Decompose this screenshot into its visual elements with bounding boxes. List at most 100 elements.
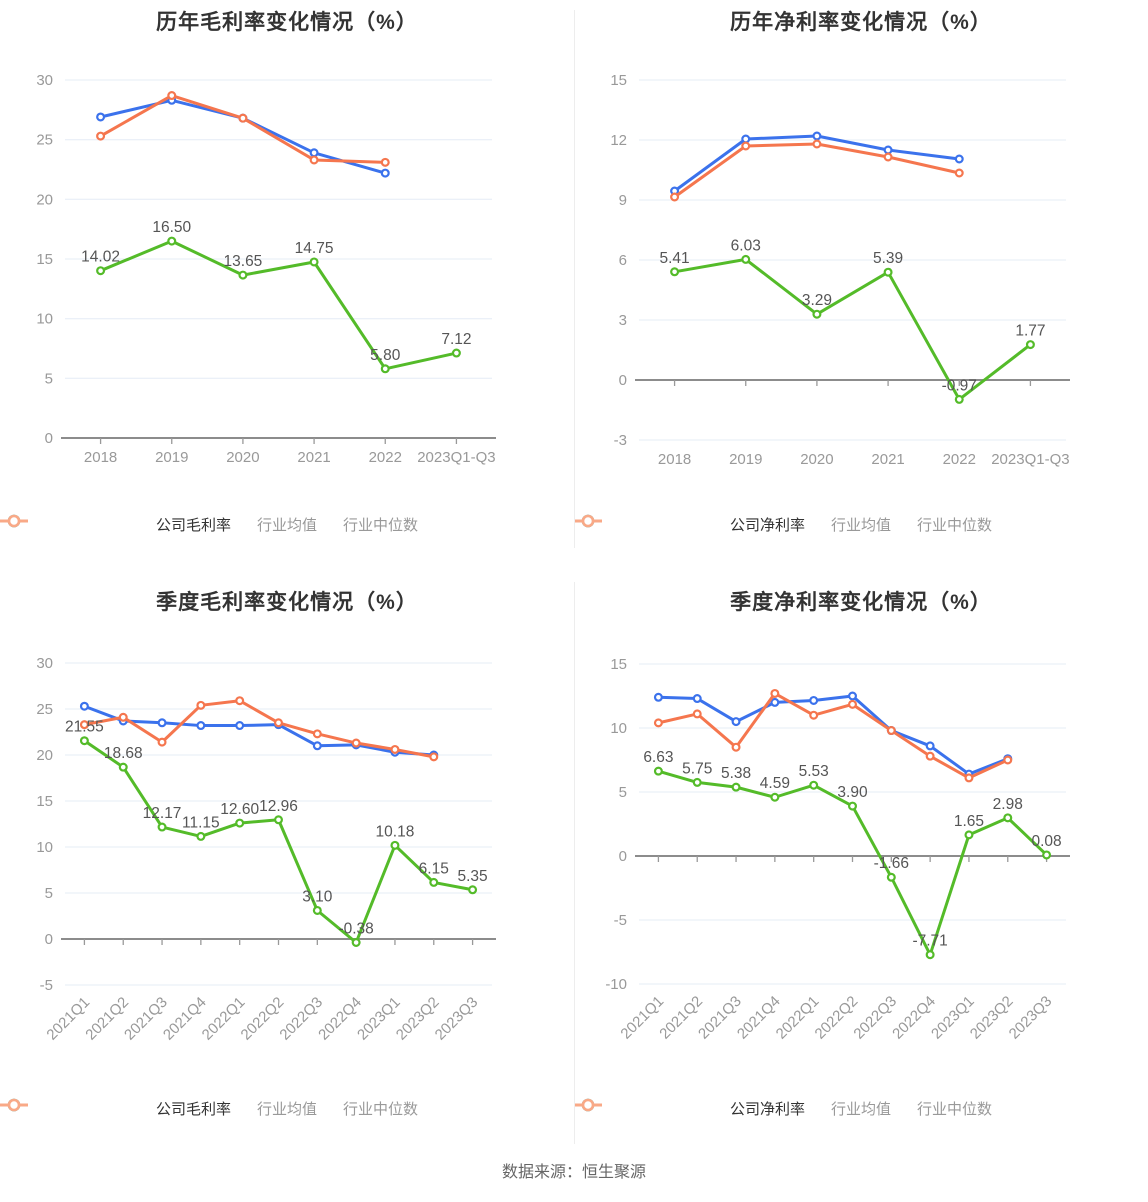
y-tick-label: -3: [614, 432, 627, 449]
data-point-company: [812, 309, 822, 319]
legend-ring: [7, 514, 21, 528]
series-line-industry_avg: [82, 704, 436, 757]
data-point-industry_avg: [883, 145, 893, 155]
data-point-industry_median: [812, 139, 822, 149]
legend-label: 行业均值: [256, 517, 317, 534]
y-tick-label: 25: [36, 132, 53, 149]
data-point-industry_avg: [196, 721, 206, 731]
data-label: 1.77: [1015, 323, 1045, 340]
data-label: 5.75: [682, 760, 712, 777]
data-point-company: [118, 762, 128, 772]
data-point-company: [1025, 340, 1035, 350]
data-point-company: [157, 822, 167, 832]
y-tick-label: 30: [36, 72, 53, 89]
legend-ring: [581, 514, 595, 528]
legend-item-industry_median[interactable]: 行业中位数: [0, 514, 418, 535]
data-label: 14.02: [81, 249, 120, 266]
legend-item-industry_avg[interactable]: 行业均值: [574, 514, 891, 535]
legend-item-industry_median[interactable]: 行业中位数: [574, 1098, 992, 1119]
data-label: 21.55: [65, 719, 104, 736]
y-tick-label: -5: [614, 912, 627, 929]
legend-item-industry_avg[interactable]: 行业均值: [574, 1098, 891, 1119]
data-point-industry_median: [954, 168, 964, 178]
data-point-company: [312, 905, 322, 915]
data-point-industry_median: [692, 709, 702, 719]
data-point-industry_avg: [925, 741, 935, 751]
data-label: 6.15: [419, 860, 449, 877]
legend-item-industry_avg[interactable]: 行业均值: [0, 514, 317, 535]
x-tick-label: 2021: [871, 451, 904, 468]
data-label: 12.96: [259, 798, 298, 815]
data-point-industry_median: [886, 726, 896, 736]
data-point-company: [670, 267, 680, 277]
x-tick-label: 2023Q3: [432, 994, 482, 1044]
chart-annual-gross-margin: 历年毛利率变化情况（%） 0 5 10 15 20 25 30 2018 2019 2020 202…: [0, 0, 574, 566]
legend-item-company[interactable]: 公司净利率: [574, 1098, 805, 1119]
data-point-industry_avg: [653, 692, 663, 702]
data-point-industry_avg: [79, 701, 89, 711]
data-label: 12.60: [220, 801, 259, 818]
data-point-company: [731, 782, 741, 792]
legend-item-industry_avg[interactable]: 行业均值: [0, 1098, 317, 1119]
data-point-industry_median: [883, 152, 893, 162]
chart-legend: 公司毛利率 行业均值 行业中位数: [0, 1098, 574, 1119]
legend-item-industry_median[interactable]: 行业中位数: [0, 1098, 418, 1119]
data-point-industry_median: [79, 720, 89, 730]
y-tick-label: -10: [605, 976, 627, 993]
data-point-industry_median: [429, 752, 439, 762]
legend-item-industry_median[interactable]: 行业中位数: [574, 514, 993, 535]
legend-label: 公司毛利率: [155, 517, 231, 534]
y-tick-label: 20: [36, 747, 53, 764]
data-point-industry_avg: [731, 717, 741, 727]
industry_median-legend-icon: [0, 514, 28, 528]
data-label: 10.18: [376, 823, 415, 840]
data-point-industry_avg: [848, 691, 858, 701]
chart-title: 历年净利率变化情况（%）: [730, 11, 992, 34]
x-tick-label: 2020: [800, 451, 833, 468]
legend-item-company[interactable]: 公司毛利率: [0, 1098, 231, 1119]
data-point-industry_avg: [235, 721, 245, 731]
data-point-industry_median: [157, 737, 167, 747]
data-point-industry_avg: [954, 154, 964, 164]
y-tick-label: 15: [610, 72, 627, 89]
x-tick-label: 2022: [943, 451, 976, 468]
data-point-company: [692, 777, 702, 787]
y-tick-label: 3: [619, 312, 627, 329]
data-point-industry_median: [118, 712, 128, 722]
data-label: 16.50: [152, 219, 191, 236]
data-label: 12.17: [143, 805, 182, 822]
data-label: 5.38: [721, 765, 751, 782]
legend-label: 行业中位数: [917, 517, 993, 534]
y-tick-label: 0: [619, 848, 627, 865]
chart-legend: 公司毛利率 行业均值 行业中位数: [0, 514, 574, 535]
data-point-company: [451, 348, 461, 358]
data-point-company: [809, 780, 819, 790]
data-point-company: [1042, 850, 1052, 860]
legend-item-company[interactable]: 公司净利率: [574, 514, 805, 535]
data-point-company: [954, 394, 964, 404]
data-point-company: [274, 815, 284, 825]
data-point-industry_median: [167, 91, 177, 101]
data-label: 6.63: [643, 749, 673, 766]
y-tick-label: 5: [45, 885, 53, 902]
data-point-company: [380, 364, 390, 374]
data-point-company: [429, 877, 439, 887]
x-tick-label: 2018: [84, 449, 117, 466]
column-divider: [574, 10, 575, 548]
y-tick-label: 0: [45, 931, 53, 948]
chart-title: 历年毛利率变化情况（%）: [156, 11, 418, 34]
series-line-company: [99, 239, 458, 371]
series-line-industry_avg: [656, 694, 1010, 776]
x-tick-label: 2022: [369, 449, 402, 466]
legend-label: 行业均值: [256, 1101, 317, 1118]
legend-item-company[interactable]: 公司毛利率: [0, 514, 231, 535]
y-tick-label: 15: [610, 656, 627, 673]
industry_median-legend-icon: [0, 1098, 28, 1112]
y-tick-label: 0: [619, 372, 627, 389]
data-point-industry_avg: [692, 694, 702, 704]
y-tick-label: 20: [36, 191, 53, 208]
data-point-company: [883, 267, 893, 277]
data-point-industry_median: [380, 157, 390, 167]
data-label: 4.59: [760, 775, 790, 792]
data-label: 5.41: [659, 250, 689, 267]
